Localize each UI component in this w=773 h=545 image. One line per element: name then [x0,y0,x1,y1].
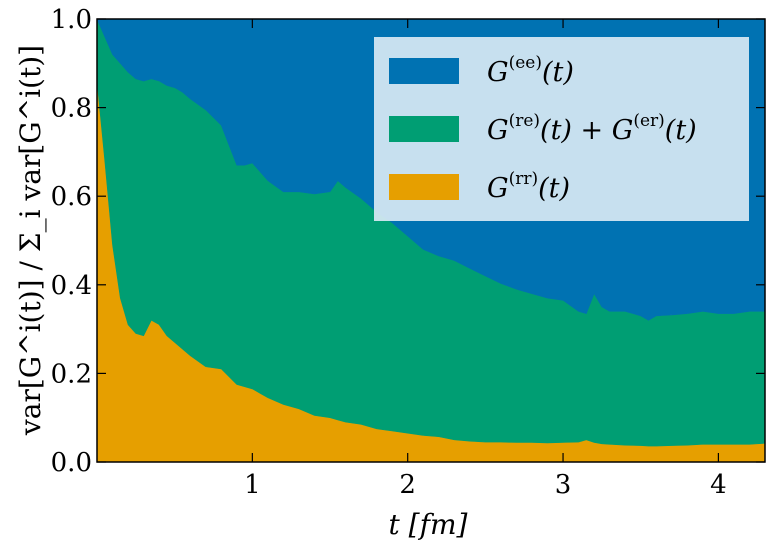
x-axis-label: t [fm] [389,508,468,541]
legend-entry-label: G(ee)(t) [487,53,574,88]
legend-swatch [389,116,459,142]
legend-swatch [389,58,459,84]
axis-ticks [97,18,765,463]
legend-swatch [389,174,459,200]
y-tick-label: 0.6 [51,182,92,212]
legend-entry-label: G(rr)(t) [487,169,570,204]
y-tick-label: 0.4 [51,271,92,301]
y-tick-label: 0.2 [51,359,92,389]
y-axis-label: var[G^i(t)] / Σ_i var[G^i(t)] [14,45,47,436]
legend-entry-label: G(re)(t) + G(er)(t) [487,111,697,146]
legend: G(ee)(t) G(re)(t) + G(er)(t) G(rr)(t) [374,37,749,221]
x-tick-label: 1 [244,470,261,500]
y-tick-label: 0.0 [51,448,92,478]
y-tick-label: 1.0 [51,5,92,35]
x-axis-label-text: t [fm] [389,508,468,541]
y-tick-label: 0.8 [51,94,92,124]
x-tick-label: 3 [555,470,572,500]
plot-frame [96,18,766,463]
x-tick-label: 2 [399,470,416,500]
x-tick-label: 4 [710,470,727,500]
axis-tick-labels: 1 2 3 4 0.0 0.2 0.4 0.6 0.8 1.0 [51,5,727,500]
